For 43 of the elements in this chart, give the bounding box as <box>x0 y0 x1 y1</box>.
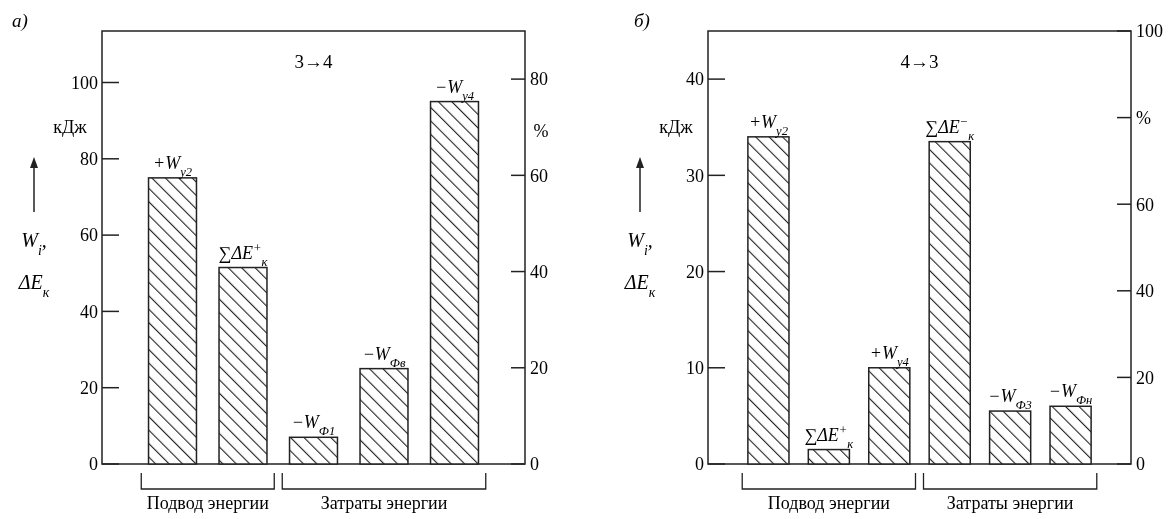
y-axis-title: W$_{i}$, ΔE$_{к}$ <box>17 229 50 300</box>
y-axis-title: W$_{i}$, ΔE$_{к}$ <box>623 229 656 300</box>
x-tick-label: +W$_{у2}$ <box>152 152 193 179</box>
text: Подвод энергии <box>767 493 891 513</box>
y2-tick-label: 20 <box>1136 367 1154 388</box>
y2-tick-label: 0 <box>1136 454 1145 475</box>
y2-tick-label: 60 <box>530 165 548 186</box>
y2-tick-label: 100 <box>1136 21 1163 42</box>
x-tick-label: −W$_{Ф1}$ <box>291 412 336 439</box>
text: Подвод энергии <box>146 493 270 513</box>
y-tick-label: 80 <box>80 149 98 170</box>
y2-tick-label: 80 <box>530 69 548 90</box>
x-tick-label: −W$_{Фн}$ <box>1048 381 1093 408</box>
text: Затраты энергии <box>320 493 448 513</box>
text: 3→4 <box>294 51 333 72</box>
y-tick-label: 100 <box>71 72 98 93</box>
y2-tick-label: 40 <box>530 261 548 282</box>
x-tick-label: −W$_{Ф3}$ <box>988 386 1032 413</box>
x-tick-label: −W$_{Фв}$ <box>362 343 406 370</box>
text: Затраты энергии <box>946 493 1074 513</box>
y2-tick-label: 40 <box>1136 281 1154 302</box>
y2-tick-label: % <box>1136 107 1151 128</box>
x-tick-label: −W$_{у4}$ <box>434 76 475 103</box>
y-tick-label: 20 <box>80 378 98 398</box>
x-tick-label: +W$_{у4}$ <box>869 342 910 369</box>
y-tick-label: 10 <box>686 358 704 379</box>
y-tick-label: 30 <box>686 165 704 186</box>
y-tick-label: 0 <box>695 454 704 475</box>
x-tick-label: +W$_{у2}$ <box>748 111 789 138</box>
y-tick-label: 40 <box>80 301 98 322</box>
y2-tick-label: 0 <box>530 454 539 475</box>
text: % <box>533 120 549 141</box>
y2-tick-label: 60 <box>1136 194 1154 215</box>
chart-title: а) <box>12 10 28 32</box>
text: кДж <box>53 116 88 137</box>
text: кДж <box>659 116 694 137</box>
y-tick-label: 60 <box>80 225 98 246</box>
y-tick-label: 40 <box>686 69 704 90</box>
text: 4→3 <box>900 51 939 72</box>
chart-title: б) <box>634 10 650 32</box>
y-tick-label: 20 <box>686 261 704 282</box>
y-tick-label: 0 <box>89 454 98 475</box>
y2-tick-label: 20 <box>530 358 548 379</box>
